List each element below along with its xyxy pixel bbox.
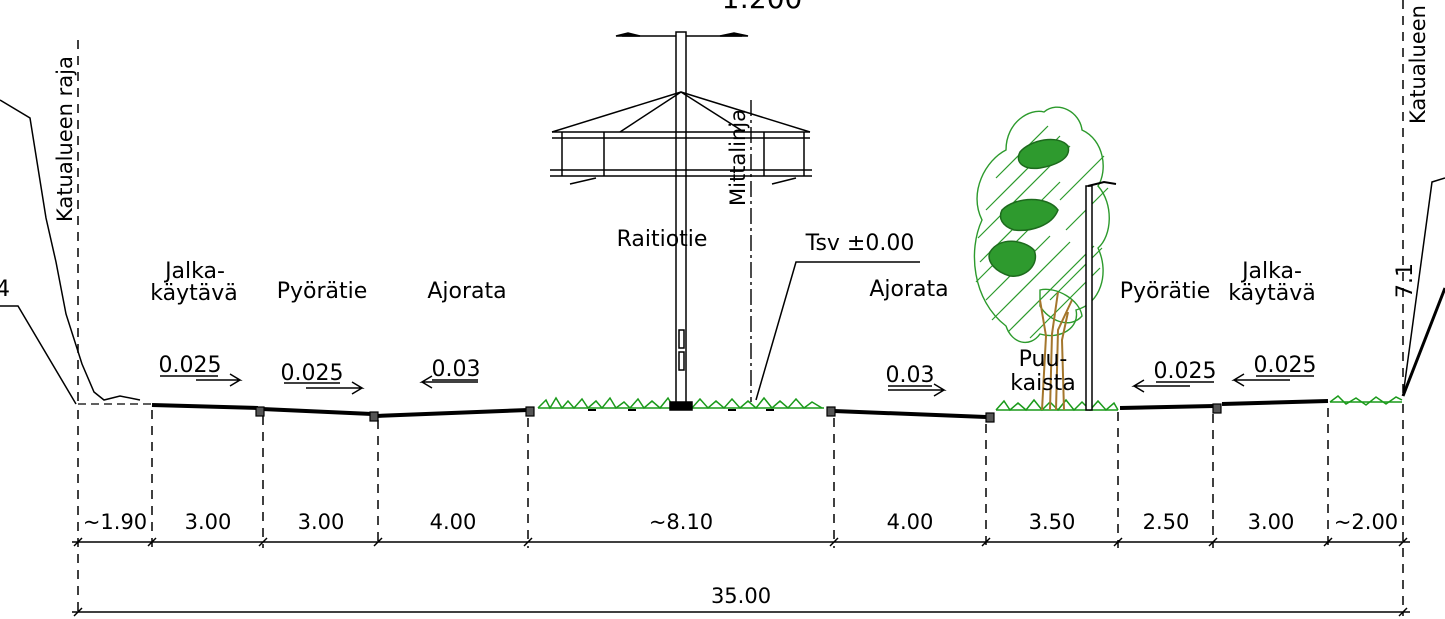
slope-annotation-6: 0.025 — [1231, 353, 1317, 387]
svg-text:0.025: 0.025 — [281, 361, 344, 386]
total-width-label: 35.00 — [711, 584, 771, 608]
right-slope-line-1 — [1402, 177, 1445, 397]
width-label-4: 4.00 — [430, 510, 477, 534]
slope-annotation-1: 0.025 — [159, 353, 243, 387]
right-boundary-label: Katualueen — [1406, 5, 1430, 124]
tram-label: Raitiotie — [617, 227, 708, 252]
tram-mast — [550, 31, 812, 411]
width-label-6: 4.00 — [887, 510, 934, 534]
svg-text:0.03: 0.03 — [886, 363, 935, 388]
left-road-surface — [375, 408, 529, 418]
left-bike-surface — [261, 407, 373, 416]
segment-dimension-line — [72, 537, 1410, 547]
scale-label: 1:200 — [722, 0, 803, 15]
tree-symbol — [973, 106, 1110, 411]
width-label-8: 2.50 — [1143, 510, 1190, 534]
width-label-1: ~1.90 — [83, 510, 147, 534]
slope-annotation-4: 0.03 — [886, 363, 947, 397]
width-label-2: 3.00 — [185, 510, 232, 534]
right-edge-grass — [1329, 395, 1403, 406]
right-road-label: Ajorata — [869, 277, 948, 302]
width-label-5: ~8.10 — [649, 510, 713, 534]
street-lamp — [1085, 180, 1117, 411]
total-dimension-line — [72, 607, 1410, 617]
left-sidewalk-label-1: Jalka- — [163, 259, 225, 284]
height-leader — [755, 261, 920, 401]
slope-annotation-2: 0.025 — [281, 361, 365, 395]
curb-markers — [255, 403, 1222, 423]
right-sidewalk-label-2: käytävä — [1228, 281, 1315, 306]
right-slope-line-2 — [1401, 287, 1445, 397]
width-label-7: 3.50 — [1029, 510, 1076, 534]
left-sidewalk-label-2: käytävä — [150, 281, 237, 306]
width-label-10: ~2.00 — [1334, 510, 1398, 534]
right-bike-surface — [1119, 404, 1215, 410]
left-leader-line — [0, 305, 77, 405]
slope-annotation-3: 0.03 — [419, 357, 481, 389]
tree-strip-label-2: kaista — [1010, 371, 1076, 396]
width-label-3: 3.00 — [298, 510, 345, 534]
right-bike-label: Pyörätie — [1120, 279, 1211, 304]
svg-text:0.025: 0.025 — [159, 353, 222, 378]
tree-strip-label-1: Puu- — [1019, 347, 1068, 372]
left-boundary-label: Katualueen raja — [53, 56, 77, 222]
left-terrain-line — [0, 99, 141, 401]
dimension-extension-lines — [77, 404, 1404, 616]
svg-text:0.025: 0.025 — [1254, 353, 1317, 378]
svg-text:0.025: 0.025 — [1154, 359, 1217, 384]
height-label: Tsv ±0.00 — [805, 231, 915, 256]
right-sidewalk-label-1: Jalka- — [1240, 259, 1302, 284]
right-sidewalk-surface — [1221, 399, 1329, 406]
right-partial-label: 7.1 — [1393, 263, 1418, 298]
slope-annotation-5: 0.025 — [1131, 359, 1217, 393]
right-road-surface — [833, 409, 987, 419]
width-label-9: 3.00 — [1248, 510, 1295, 534]
svg-text:0.03: 0.03 — [432, 357, 481, 382]
left-road-label: Ajorata — [427, 279, 506, 304]
left-sidewalk-surface — [151, 403, 259, 410]
centerline-label: Mittalinja — [726, 109, 750, 206]
left-bike-label: Pyörätie — [277, 279, 368, 304]
left-partial-label: 4 — [0, 277, 10, 302]
